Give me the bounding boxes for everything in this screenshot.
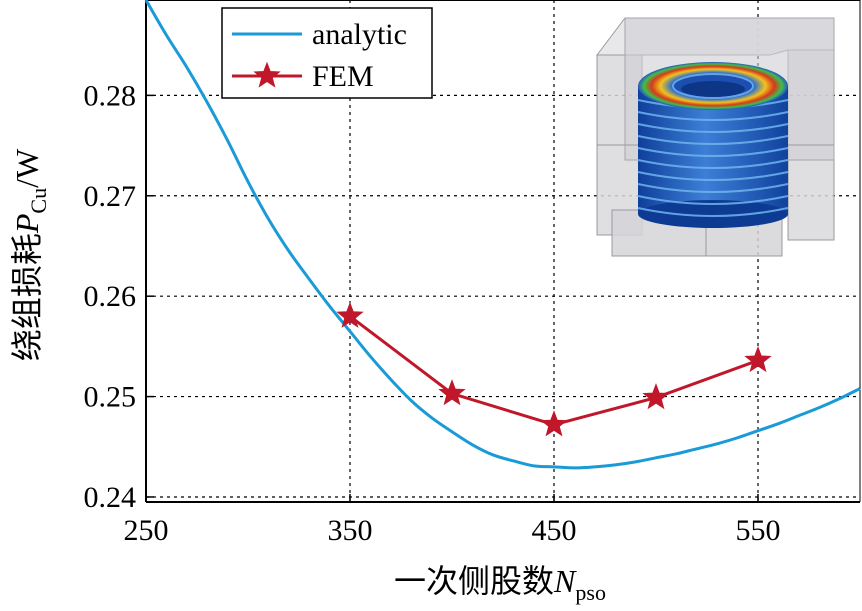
legend-analytic-label: analytic xyxy=(312,18,407,51)
x-axis-title-subscript: pso xyxy=(575,580,606,605)
y-tick-label: 0.27 xyxy=(84,180,137,213)
x-tick-label: 450 xyxy=(532,514,577,547)
coil-turn xyxy=(637,147,789,157)
y-axis-title-unit: /W xyxy=(9,148,45,188)
legend-fem-label: FEM xyxy=(312,60,374,93)
fem-point xyxy=(540,410,568,437)
fem-point xyxy=(438,379,466,406)
fem-inset-image xyxy=(595,17,835,257)
coil-turn xyxy=(637,159,789,169)
coil-turn xyxy=(637,171,789,181)
y-tick-label: 0.26 xyxy=(84,280,137,313)
coil-turn xyxy=(637,135,789,145)
x-tick-label: 250 xyxy=(124,514,169,547)
y-axis-title-subscript: Cu xyxy=(26,188,51,214)
y-axis-title-main: 绕组损耗 xyxy=(9,233,45,361)
legend: analytic FEM xyxy=(221,7,433,99)
legend-fem-star-marker xyxy=(253,61,281,88)
x-axis-title-main: 一次侧股数 xyxy=(394,563,554,599)
x-tick-label: 550 xyxy=(736,514,781,547)
series-analytic xyxy=(144,0,861,470)
fem-point xyxy=(744,346,772,373)
legend-fem-star xyxy=(253,61,281,88)
coil-turn xyxy=(637,123,789,133)
legend-box xyxy=(221,7,433,99)
analytic-curve xyxy=(144,0,861,470)
x-axis-title: 一次侧股数Npso xyxy=(394,563,606,605)
coil-turn xyxy=(637,195,789,205)
coil-turn xyxy=(637,183,789,193)
grid xyxy=(146,0,860,502)
fem-point xyxy=(336,301,364,328)
y-tick-label: 0.24 xyxy=(84,481,137,514)
x-axis-title-symbol: N xyxy=(553,563,577,599)
fem-point xyxy=(642,383,670,410)
y-axis-title-symbol: P xyxy=(9,214,45,235)
series-fem xyxy=(336,301,772,437)
y-axis-title: 绕组损耗PCu/W xyxy=(9,148,51,361)
y-tick-label: 0.28 xyxy=(84,79,137,112)
ticks xyxy=(145,94,759,502)
tick-labels: 250 350 450 550 0.24 0.25 0.26 0.27 0.28 xyxy=(84,79,781,547)
x-tick-label: 350 xyxy=(328,514,373,547)
coil-turn xyxy=(637,207,789,217)
y-tick-label: 0.25 xyxy=(84,381,137,414)
coil-bottom xyxy=(638,200,788,228)
coil-inner-hole-shadow xyxy=(681,81,745,97)
coil-turn xyxy=(637,111,789,121)
